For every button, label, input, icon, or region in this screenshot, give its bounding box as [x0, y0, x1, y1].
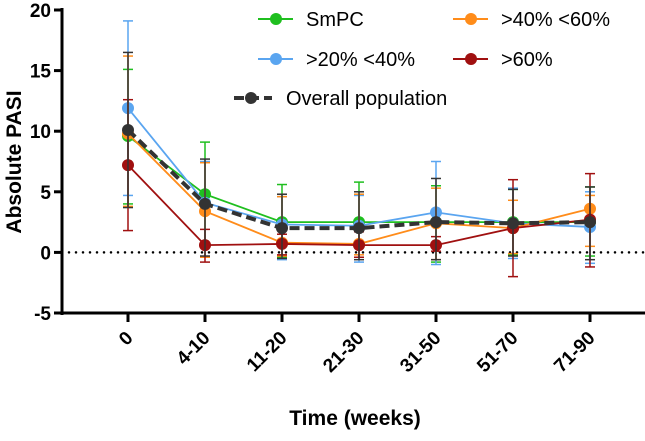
data-point: [430, 216, 442, 229]
x-axis-label: Time (weeks): [289, 407, 421, 430]
data-point: [122, 123, 134, 136]
series-overall-population: [122, 51, 596, 261]
y-tick-label: 10: [30, 122, 51, 143]
data-point: [584, 216, 596, 229]
legend: SmPC >20% <40% >40% <60% >60% Overall popula…: [234, 9, 610, 110]
data-point: [276, 222, 288, 235]
legend-marker: [270, 13, 282, 25]
data-point: [199, 197, 211, 210]
y-tick-label: 15: [30, 62, 52, 83]
legend-marker: [465, 53, 477, 65]
legend-label: Overall population: [286, 88, 447, 110]
x-tick-label: 4-10: [173, 328, 215, 370]
legend-marker: [245, 92, 257, 104]
legend-marker: [270, 53, 282, 65]
y-tick-label: 0: [40, 243, 51, 264]
y-tick-label: 5: [40, 183, 51, 204]
x-tick-label: 21-30: [319, 328, 368, 377]
legend-label: >20% <40%: [306, 49, 415, 71]
y-tick-label: -5: [34, 304, 51, 325]
x-tick-label: 0: [115, 328, 137, 350]
legend-label: >40% <60%: [501, 9, 610, 31]
x-tick-label: 11-20: [243, 328, 291, 376]
x-tick-label: 31-50: [396, 328, 445, 377]
data-point: [507, 217, 519, 230]
x-tick-label: 71-90: [550, 328, 599, 377]
data-point: [353, 222, 365, 235]
y-tick-label: 20: [30, 1, 51, 22]
legend-label: SmPC: [306, 9, 364, 31]
y-axis-label: Absolute PASI: [3, 90, 26, 233]
legend-label: >60%: [501, 49, 553, 71]
x-tick-label: 51-70: [473, 328, 522, 377]
legend-marker: [465, 13, 477, 25]
